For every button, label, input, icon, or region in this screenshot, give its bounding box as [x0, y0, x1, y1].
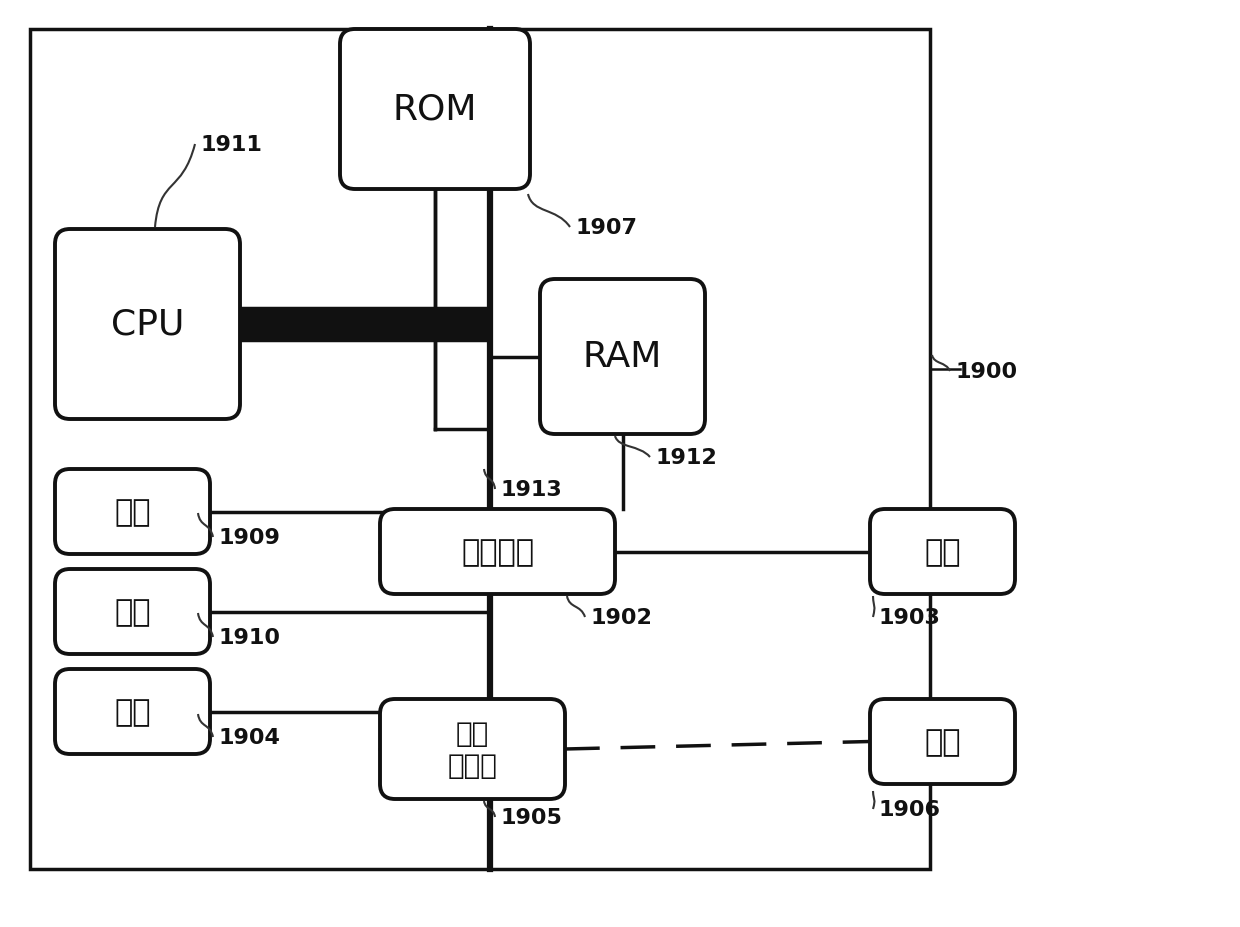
Text: 1906: 1906: [878, 799, 940, 819]
FancyBboxPatch shape: [55, 569, 210, 654]
FancyBboxPatch shape: [870, 699, 1016, 784]
Text: 网络: 网络: [924, 538, 961, 566]
Text: 1912: 1912: [655, 448, 717, 467]
FancyBboxPatch shape: [55, 230, 241, 420]
Text: 1910: 1910: [218, 628, 280, 647]
Bar: [30, 30, 930, 870]
Text: 1907: 1907: [575, 218, 637, 237]
Text: 键盘: 键盘: [114, 597, 151, 627]
FancyBboxPatch shape: [55, 669, 210, 755]
Text: 1904: 1904: [218, 727, 280, 747]
Text: 1905: 1905: [500, 807, 562, 827]
Text: RAM: RAM: [583, 340, 662, 375]
Text: 1909: 1909: [218, 527, 280, 548]
Text: 1911: 1911: [200, 134, 262, 155]
Text: 磁盘: 磁盘: [924, 727, 961, 756]
FancyBboxPatch shape: [55, 469, 210, 554]
Text: CPU: CPU: [110, 308, 185, 342]
FancyBboxPatch shape: [379, 510, 615, 594]
Text: 1903: 1903: [878, 607, 940, 628]
Text: 屏幕: 屏幕: [114, 498, 151, 527]
Text: 1902: 1902: [590, 607, 652, 628]
Text: 磁盘
驱动器: 磁盘 驱动器: [448, 719, 497, 780]
Text: 1913: 1913: [500, 479, 562, 500]
Text: 1900: 1900: [955, 362, 1017, 382]
Text: 硬盘: 硬盘: [114, 697, 151, 726]
FancyBboxPatch shape: [340, 30, 529, 190]
Text: 通信接口: 通信接口: [461, 538, 534, 566]
FancyBboxPatch shape: [539, 280, 706, 435]
Bar: [241, 309, 490, 340]
FancyBboxPatch shape: [870, 510, 1016, 594]
Text: ROM: ROM: [393, 93, 477, 127]
FancyBboxPatch shape: [379, 699, 565, 799]
